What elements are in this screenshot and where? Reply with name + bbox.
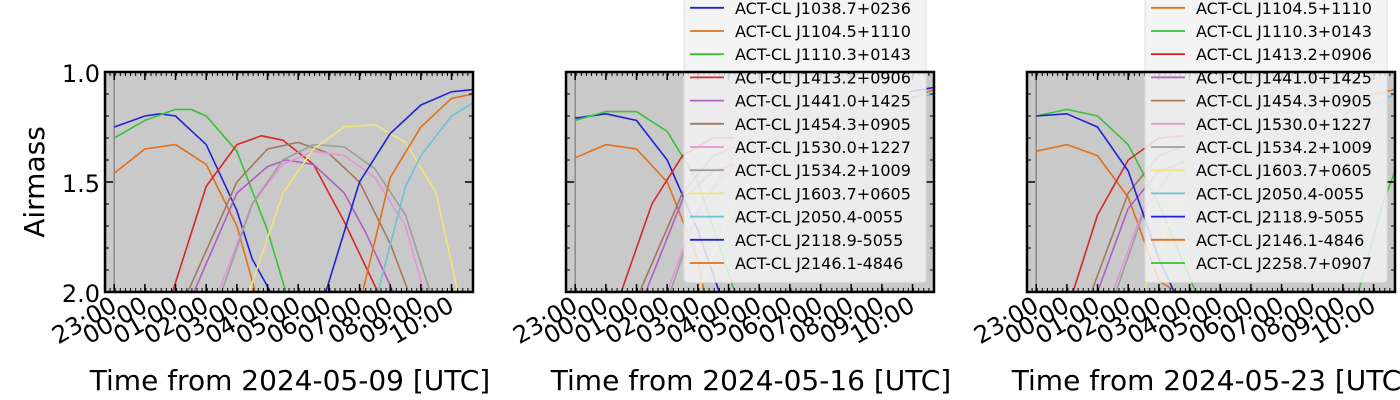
legend-label: ACT-CL J2146.1-4846 <box>735 254 903 273</box>
x-axis-label-panel-1: Time from 2024-05-09 [UTC] <box>89 364 490 397</box>
legend: ACT-CL J1104.5+1110 ACT-CL J1110.3+0143 AC… <box>1144 0 1388 283</box>
legend-label: ACT-CL J1603.7+0605 <box>1196 161 1372 180</box>
legend-label: ACT-CL J2118.9-5055 <box>1196 208 1364 227</box>
series-line-9 <box>248 124 459 292</box>
legend-label: ACT-CL J1534.2+1009 <box>1196 138 1372 157</box>
legend-label: ACT-CL J1441.0+1425 <box>735 92 911 111</box>
x-tick-label: 10:00 <box>1307 291 1381 350</box>
series-line-11 <box>325 88 473 292</box>
series-line-10 <box>377 102 473 292</box>
series-group <box>113 88 473 292</box>
series-line-5 <box>193 159 395 292</box>
y-tick-label-2-0: 2.0 <box>62 280 100 308</box>
legend-label: ACT-CL J1110.3+0143 <box>735 45 911 64</box>
legend-label: ACT-CL J2258.7+0907 <box>1196 254 1372 273</box>
plot-frame <box>1025 70 1397 294</box>
legend: ACT-CL J1038.7+0236 ACT-CL J1104.5+1110 AC… <box>683 0 927 283</box>
legend-label: ACT-CL J1104.5+1110 <box>1196 0 1372 18</box>
series-line-1 <box>113 113 272 292</box>
legend-label: ACT-CL J2146.1-4846 <box>1196 231 1364 250</box>
x-tick-label: 10:00 <box>385 291 459 350</box>
series-line-1 <box>1036 143 1178 292</box>
plot-area-background <box>105 72 473 292</box>
x-axis-label-panel-2: Time from 2024-05-16 [UTC] <box>550 364 951 397</box>
legend-label: ACT-CL J1454.3+0905 <box>1196 92 1372 111</box>
y-tick-label-1-0: 1.0 <box>62 60 100 88</box>
legend-label: ACT-CL J1413.2+0906 <box>1196 45 1372 64</box>
series-line-4 <box>171 135 379 292</box>
legend-label: ACT-CL J2118.9-5055 <box>735 231 903 250</box>
legend-label: ACT-CL J1454.3+0905 <box>735 115 911 134</box>
airmass-panel-2: 23:0000:0001:0002:0003:0004:0005:0006:00… <box>508 0 936 350</box>
plot-frame <box>564 70 936 294</box>
airmass-panel-3: 23:0000:0001:0002:0003:0004:0005:0006:00… <box>969 0 1397 350</box>
legend-label: ACT-CL J1530.0+1227 <box>1196 115 1372 134</box>
y-tick-label-1-5: 1.5 <box>62 170 100 198</box>
legend-label: ACT-CL J1110.3+0143 <box>1196 22 1372 41</box>
legend-label: ACT-CL J1530.0+1227 <box>735 138 911 157</box>
x-axis-label-panel-3: Time from 2024-05-23 [UTC] <box>1011 364 1400 397</box>
legend-label: ACT-CL J1534.2+1009 <box>735 161 911 180</box>
legend-label: ACT-CL J1603.7+0605 <box>735 184 911 203</box>
series-line-6 <box>187 141 410 292</box>
series-line-3 <box>113 108 287 292</box>
legend-label: ACT-CL J1104.5+1110 <box>735 22 911 41</box>
legend-label: ACT-CL J2050.4-0055 <box>1196 184 1364 203</box>
x-tick-label: 10:00 <box>846 291 920 350</box>
legend-label: ACT-CL J1038.7+0236 <box>735 0 911 18</box>
legend-label: ACT-CL J2050.4-0055 <box>735 208 903 227</box>
y-axis-label: Airmass <box>18 126 51 238</box>
plot-frame <box>103 70 475 294</box>
airmass-panel-1: 23:0000:0001:0002:0003:0004:0005:0006:00… <box>47 70 475 350</box>
series-line-12 <box>361 93 473 292</box>
